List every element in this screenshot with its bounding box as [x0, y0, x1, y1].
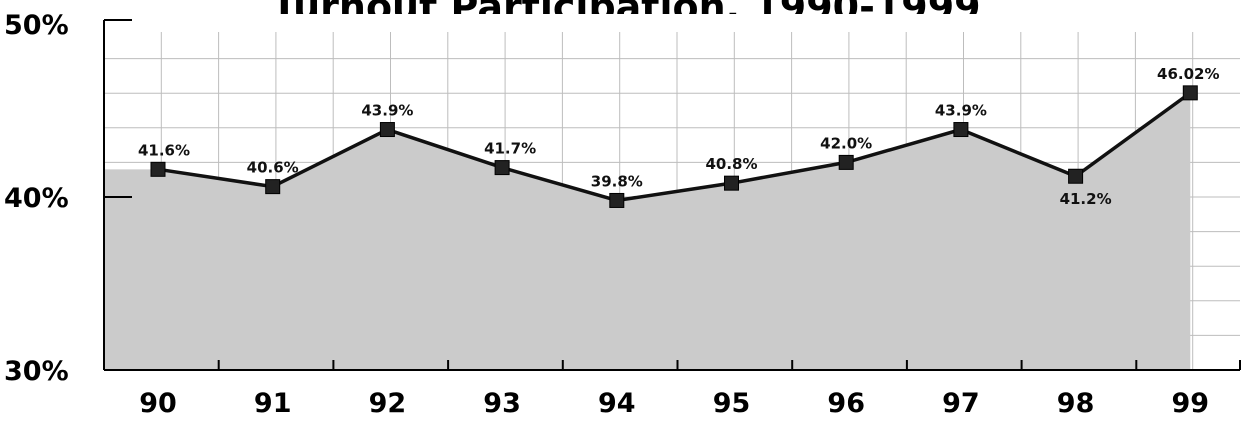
x-tick-label: 98: [1057, 388, 1095, 419]
x-tick-labels: 90 91 92 93 94 95 96 97 98 99: [139, 388, 1209, 419]
x-tick-label: 92: [369, 388, 407, 419]
data-label: 41.7%: [484, 140, 536, 158]
x-tick-label: 94: [598, 388, 636, 419]
x-tick-label: 97: [942, 388, 980, 419]
data-marker: [379, 122, 395, 138]
data-marker: [494, 160, 510, 176]
data-marker: [609, 192, 625, 208]
x-tick-label: 91: [254, 388, 292, 419]
data-label: 39.8%: [591, 172, 643, 190]
x-tick-label: 93: [483, 388, 521, 419]
data-markers: [150, 85, 1198, 208]
data-marker: [1182, 85, 1198, 101]
x-tick-label: 99: [1172, 388, 1210, 419]
data-marker: [1068, 168, 1084, 184]
data-label: 42.0%: [820, 134, 872, 152]
chart-title: Turnout Participation, 1990-1999: [271, 0, 980, 29]
axes: [103, 19, 1241, 371]
x-tick-label: 95: [713, 388, 751, 419]
data-label: 40.8%: [705, 155, 757, 173]
data-marker: [953, 122, 969, 138]
data-marker: [150, 161, 166, 177]
y-tick-label: 30%: [4, 356, 69, 387]
data-label: 43.9%: [361, 102, 413, 120]
data-marker: [265, 179, 281, 195]
data-label: 43.9%: [935, 102, 987, 120]
data-label: 41.2%: [1060, 190, 1112, 208]
x-tick-label: 96: [827, 388, 865, 419]
data-labels: 41.6% 40.6% 43.9% 41.7% 39.8% 40.8% 42.0% 43.9%…: [138, 65, 1220, 208]
y-tick-labels: 30% 40% 50%: [4, 10, 69, 387]
data-marker: [838, 154, 854, 170]
x-tick-label: 90: [139, 388, 177, 419]
y-tick-label: 40%: [4, 183, 69, 214]
y-tick-label: 50%: [4, 10, 69, 41]
area-fill: [104, 92, 1191, 370]
series-line: [157, 91, 1192, 203]
data-label: 46.02%: [1157, 65, 1219, 83]
data-label: 41.6%: [138, 141, 190, 159]
data-label: 40.6%: [247, 159, 299, 177]
data-marker: [724, 175, 739, 191]
